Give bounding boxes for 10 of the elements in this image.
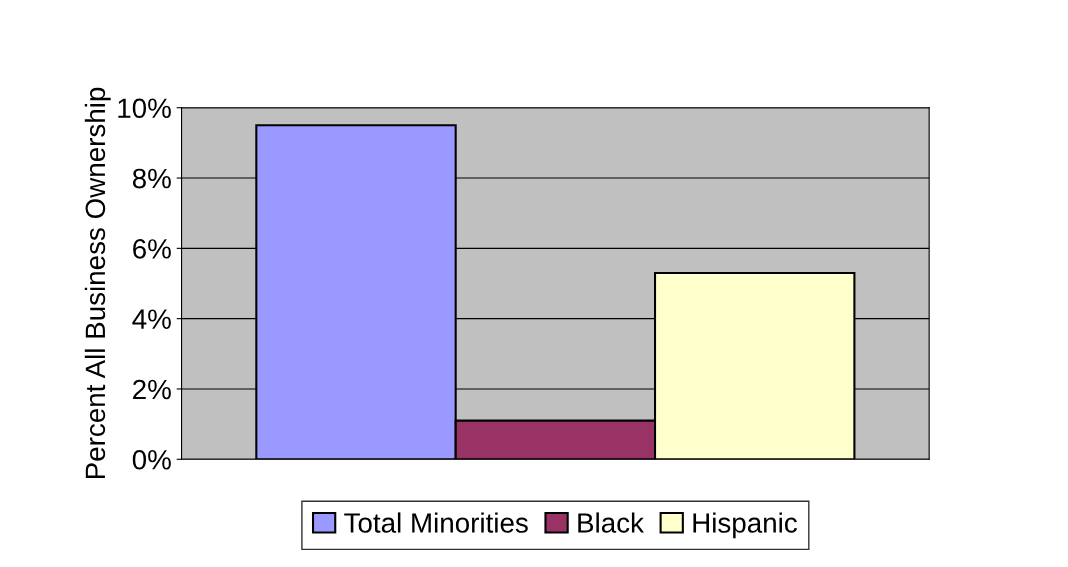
y-tick-label: 4% xyxy=(132,309,171,329)
legend-label: Total Minorities xyxy=(344,512,528,533)
y-tick-label: 2% xyxy=(133,379,171,400)
y-axis-title: Percent All Business Ownership xyxy=(84,87,111,479)
legend-label: Hispanic xyxy=(693,512,797,539)
y-tick-label: 0% xyxy=(132,449,171,470)
y-tick-label: 10% xyxy=(118,98,171,119)
y-tick-label: 8% xyxy=(132,168,171,189)
y-tick-label: 6% xyxy=(133,239,171,259)
legend-label: Black xyxy=(578,512,644,533)
